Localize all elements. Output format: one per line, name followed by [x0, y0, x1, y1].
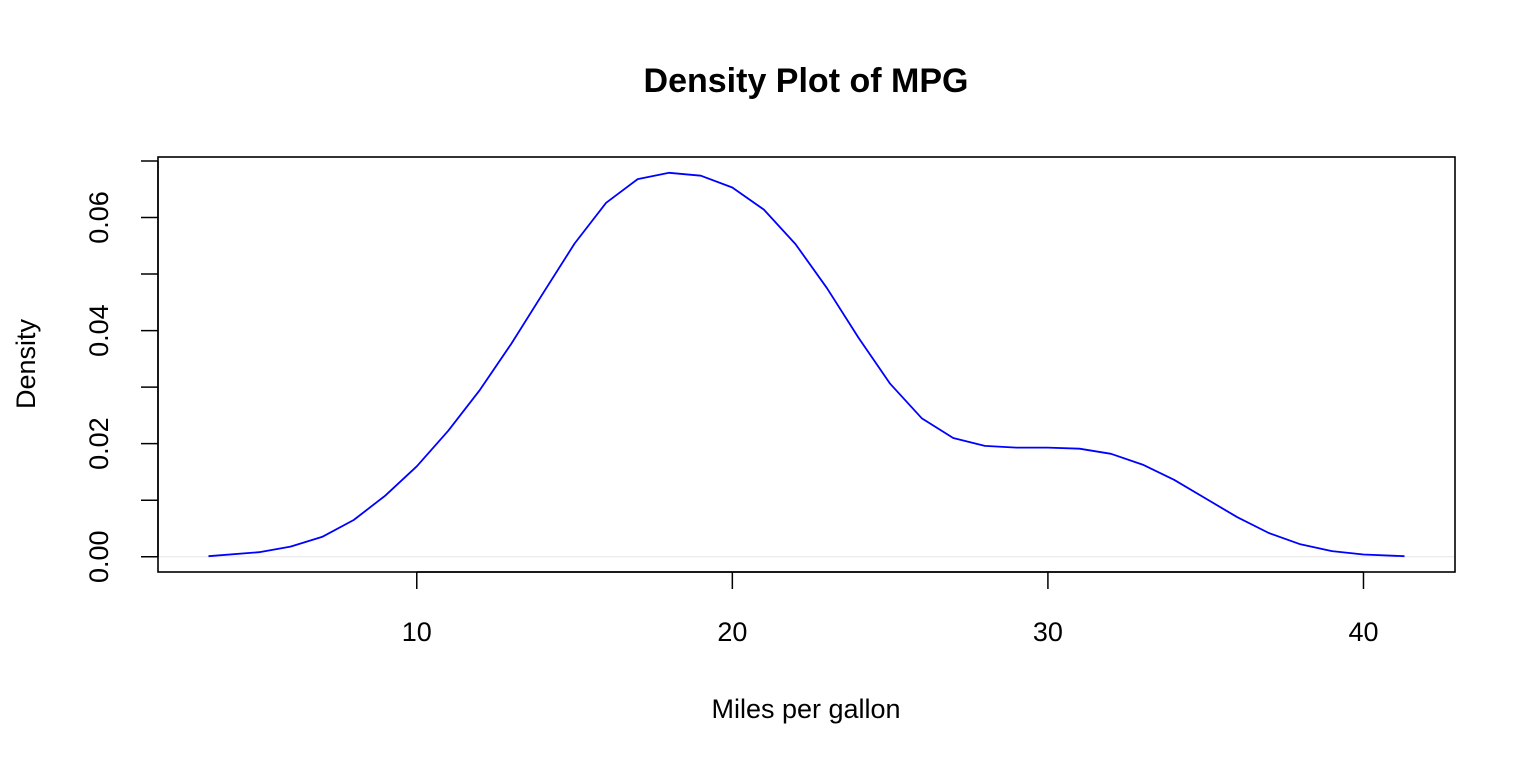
- chart-title: Density Plot of MPG: [644, 62, 969, 100]
- plot-frame: [157, 156, 1456, 573]
- x-tick-label: 40: [1348, 617, 1378, 647]
- y-tick-label: 0.02: [84, 417, 114, 470]
- y-axis: 0.00 0.02 0.04 0.06: [84, 160, 159, 583]
- y-tick-label: 0.04: [84, 304, 114, 357]
- x-axis-label: Miles per gallon: [711, 694, 900, 724]
- y-tick-label: 0.00: [84, 530, 114, 583]
- x-axis: 10 20 30 40: [402, 571, 1379, 647]
- x-tick-label: 10: [402, 617, 432, 647]
- density-curve: [208, 171, 1405, 558]
- y-axis-label: Density: [11, 318, 41, 409]
- x-tick-label: 20: [717, 617, 747, 647]
- x-tick-label: 30: [1033, 617, 1063, 647]
- y-tick-label: 0.06: [84, 191, 114, 244]
